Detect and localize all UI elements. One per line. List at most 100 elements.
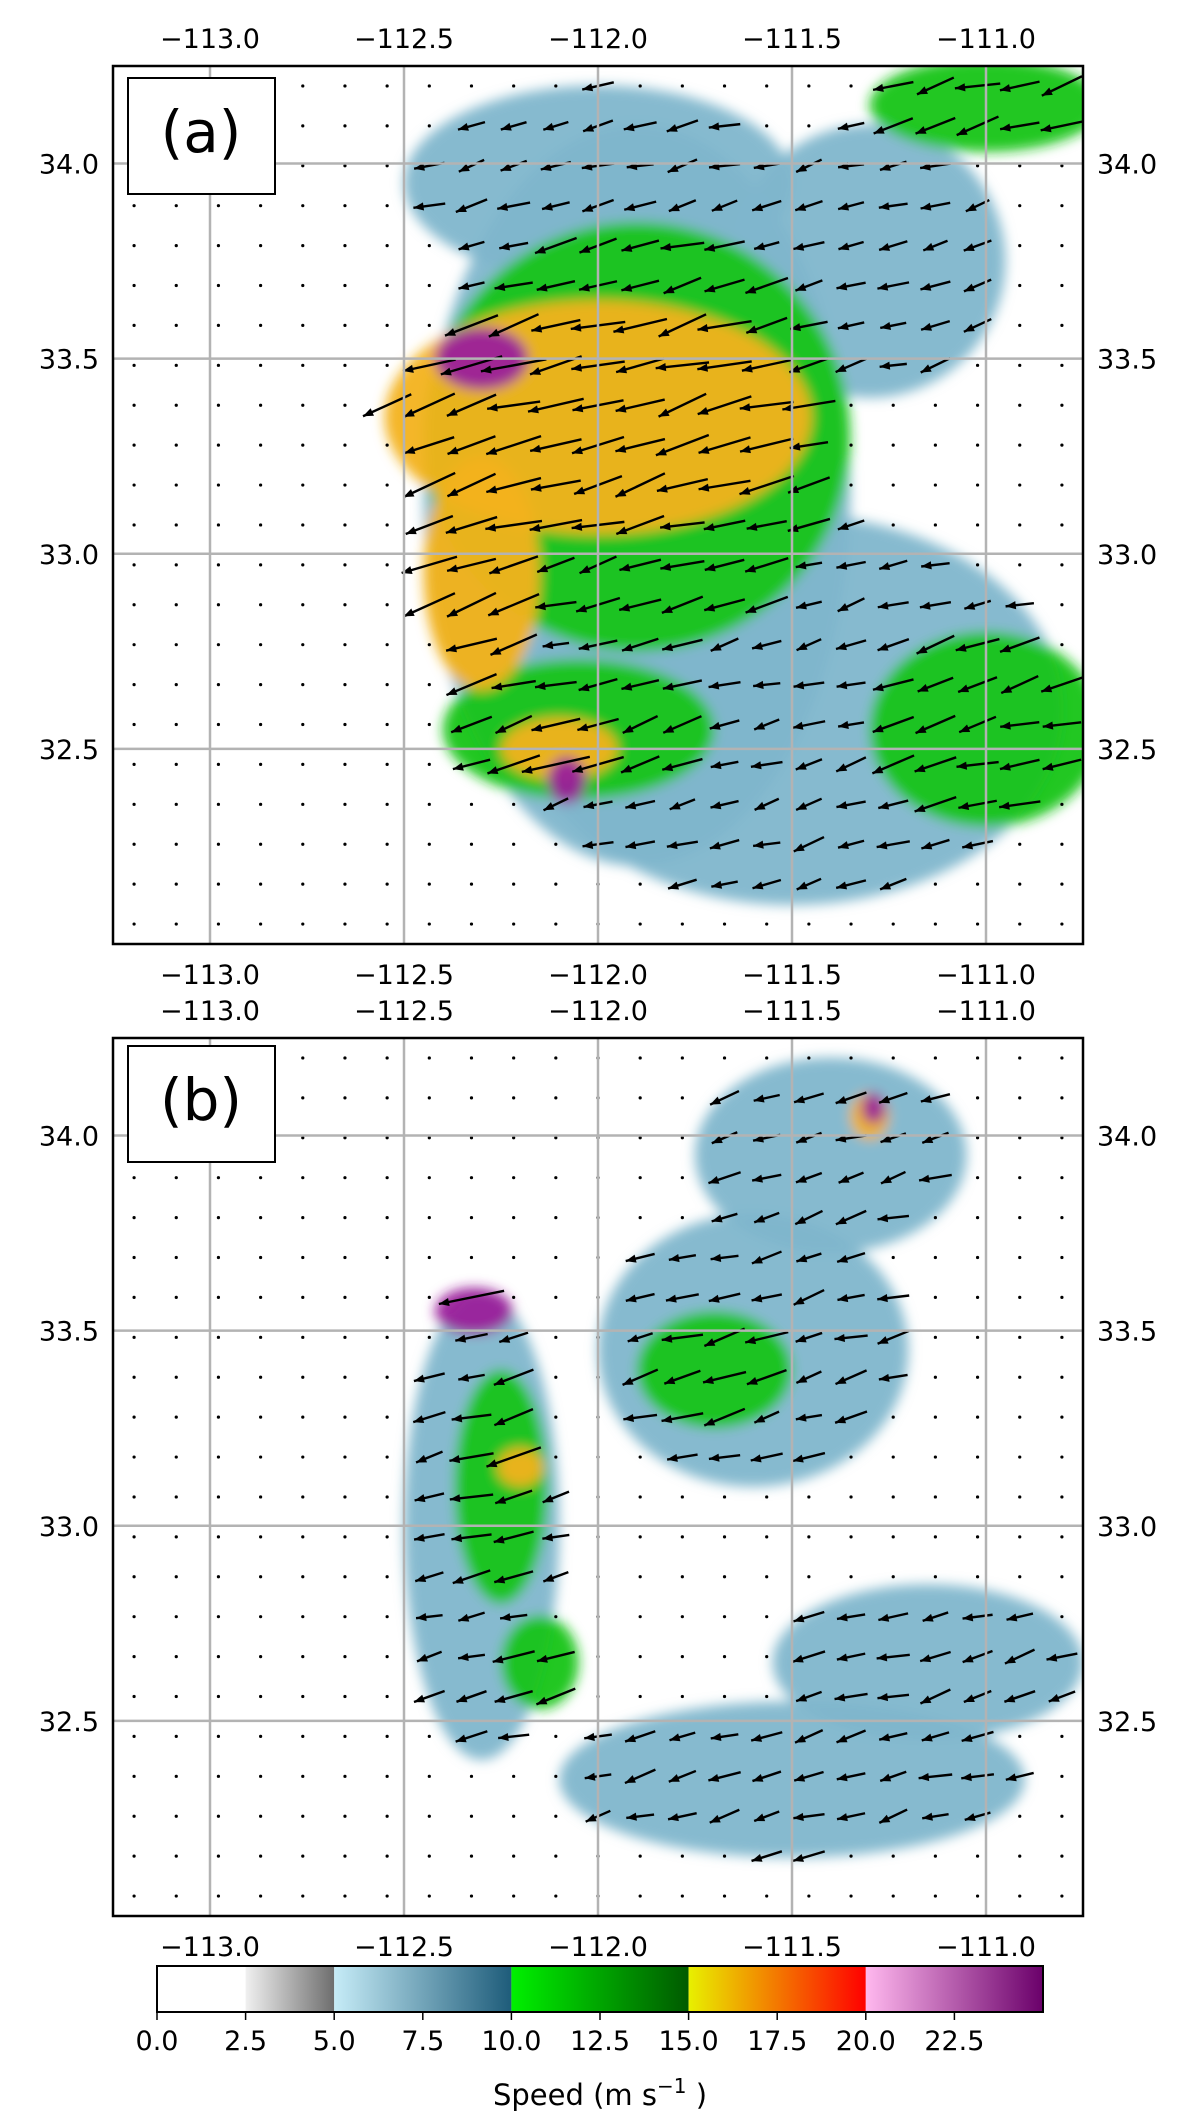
wind-vector-calm [933, 1854, 937, 1858]
wind-vector [493, 1368, 534, 1386]
wind-vector-calm [343, 1096, 347, 1100]
wind-vector-calm [680, 1215, 684, 1220]
wind-vector [916, 634, 955, 655]
wind-vector [878, 240, 908, 252]
wind-vector-calm [1018, 483, 1022, 487]
wind-vector [834, 1333, 868, 1343]
wind-vector-calm [975, 1455, 980, 1459]
wind-vector [493, 1570, 534, 1584]
wind-vector-calm [259, 603, 263, 607]
wind-vector-calm [427, 643, 431, 647]
wind-vector-calm [469, 1056, 474, 1060]
wind-vector-calm [891, 1854, 895, 1858]
wind-vector-calm [1060, 323, 1064, 328]
wind-vector-calm [174, 323, 178, 328]
wind-vector-calm [1018, 882, 1022, 886]
wind-vector [795, 1370, 822, 1385]
wind-vector-calm [385, 1535, 389, 1539]
wind-vector-calm [512, 1215, 516, 1220]
x-tick-label-top: −112.5 [354, 996, 454, 1027]
wind-vector [494, 714, 533, 735]
wind-vector-calm [301, 882, 305, 886]
wind-vector [623, 121, 657, 132]
wind-vector-calm [765, 1495, 769, 1499]
wind-vector [836, 800, 866, 810]
wind-vector-calm [174, 204, 178, 208]
wind-vector-calm [343, 523, 347, 527]
wind-vector-calm [680, 84, 684, 88]
wind-vector-calm [132, 1255, 136, 1260]
wind-vector-calm [216, 1375, 221, 1379]
wind-vector-calm [385, 1096, 389, 1100]
wind-vector [922, 239, 948, 252]
wind-vector [488, 313, 540, 338]
wind-vector-calm [469, 1854, 474, 1858]
wind-vector-calm [427, 243, 431, 248]
wind-vector-calm [301, 1694, 305, 1699]
wind-vector-calm [1060, 443, 1064, 447]
wind-vector-calm [554, 1295, 558, 1300]
wind-vector-calm [385, 1056, 389, 1060]
wind-vector-calm [216, 1255, 221, 1260]
wind-vector [488, 555, 539, 575]
wind-vector-calm [975, 1375, 980, 1379]
colorbar-tick-label: 2.5 [224, 2026, 267, 2057]
speed-region-moderate [695, 1057, 967, 1253]
wind-vector [835, 639, 867, 651]
wind-vector-calm [259, 1814, 263, 1818]
wind-vector [915, 714, 956, 735]
wind-vector [486, 1446, 542, 1468]
wind-vector [622, 1368, 659, 1386]
wind-vector-calm [849, 922, 853, 926]
wind-vector [615, 357, 665, 374]
wind-vector [615, 437, 666, 453]
wind-vector-calm [933, 1335, 937, 1339]
wind-vector-calm [132, 1215, 136, 1220]
wind-vector [711, 880, 738, 889]
wind-vector-calm [343, 204, 347, 208]
wind-vector [665, 1293, 699, 1303]
wind-vector-calm [343, 1854, 347, 1858]
wind-vector [835, 357, 867, 374]
wind-vector [403, 392, 456, 418]
wind-vector-calm [216, 1415, 221, 1419]
wind-vector [916, 76, 955, 96]
wind-vector [415, 1450, 443, 1464]
wind-vector-calm [385, 842, 389, 846]
wind-vector-calm [849, 1495, 853, 1499]
wind-vector-calm [216, 204, 221, 208]
wind-vector-calm [343, 443, 347, 447]
wind-vector-calm [512, 1136, 516, 1140]
wind-vector-calm [385, 802, 389, 806]
wind-vector [877, 799, 909, 810]
wind-vector-calm [638, 1654, 642, 1659]
wind-vector-calm [259, 722, 263, 727]
wind-vector-calm [1060, 1734, 1064, 1739]
wind-vector-calm [1018, 1255, 1022, 1260]
wind-vector [954, 82, 1001, 92]
colorbar-tick-label: 7.5 [401, 2026, 444, 2057]
wind-vector-calm [132, 922, 136, 926]
wind-vector-calm [469, 1255, 474, 1260]
wind-vector-calm [469, 1136, 474, 1140]
wind-vector [877, 1693, 910, 1702]
wind-vector-calm [975, 483, 980, 487]
wind-vector-calm [638, 1096, 642, 1100]
wind-vector-calm [807, 1575, 811, 1579]
wind-vector [449, 1452, 494, 1464]
wind-vector-calm [343, 283, 347, 288]
wind-vector [1005, 1771, 1034, 1782]
wind-vector [962, 1613, 993, 1622]
wind-vector [667, 878, 697, 890]
wind-vector [919, 601, 952, 610]
wind-vector-calm [343, 1575, 347, 1579]
wind-vector-calm [259, 1535, 263, 1539]
wind-vector-calm [638, 1056, 642, 1060]
wind-vector-calm [343, 164, 347, 168]
wind-vector-calm [512, 922, 516, 926]
wind-vector-calm [259, 882, 263, 886]
wind-vector [445, 515, 498, 534]
wind-vector-calm [554, 1335, 558, 1339]
wind-vector-calm [765, 1535, 769, 1539]
wind-vector [793, 1092, 825, 1104]
